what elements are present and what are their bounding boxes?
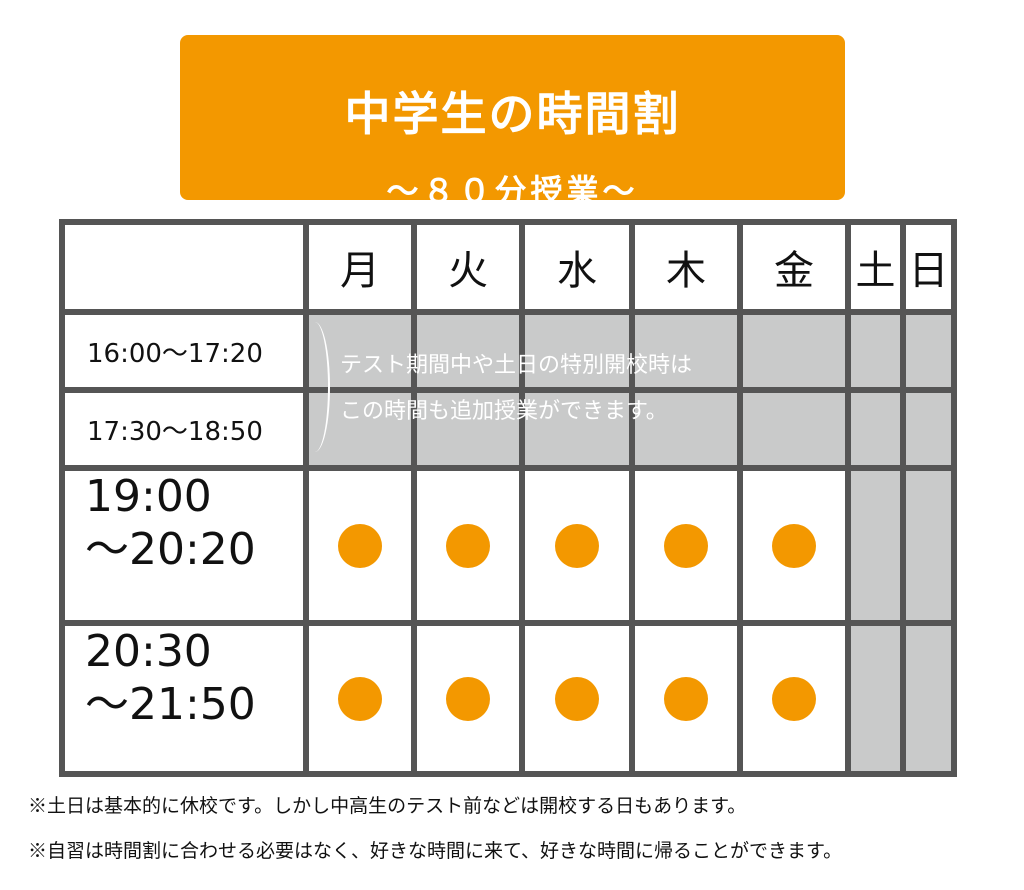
day-header: 土 — [851, 225, 900, 309]
class-cell — [417, 626, 519, 771]
class-cell — [309, 626, 411, 771]
footnote: ※土日は基本的に休校です。しかし中高生のテスト前などは開校する日もあります。 — [28, 795, 747, 817]
time-slot: 20:30 ～21:50 — [65, 626, 303, 771]
day-header: 火 — [417, 225, 519, 309]
closed-cell — [851, 471, 900, 620]
closed-cell — [525, 315, 629, 387]
class-dot-icon — [338, 523, 382, 568]
class-cell — [417, 471, 519, 620]
day-header: 金 — [743, 225, 845, 309]
class-dot-icon — [772, 523, 816, 568]
closed-cell — [635, 315, 737, 387]
day-header: 木 — [635, 225, 737, 309]
day-header: 水 — [525, 225, 629, 309]
page-subtitle: ～８０分授業～ — [386, 172, 639, 210]
time-start: 20:30 — [85, 626, 212, 677]
class-dot-icon — [338, 676, 382, 721]
class-cell — [525, 626, 629, 771]
extra-note-line2: この時間も追加授業ができます。 — [340, 399, 668, 424]
class-dot-icon — [446, 523, 490, 568]
day-header: 日 — [906, 225, 951, 309]
time-start: 19:00 — [85, 471, 212, 522]
time-end: ～21:50 — [85, 678, 256, 730]
class-cell — [309, 471, 411, 620]
title-banner: 中学生の時間割 ～８０分授業～ — [180, 35, 845, 207]
class-dot-icon — [446, 676, 490, 721]
closed-cell — [851, 315, 900, 387]
class-cell — [635, 471, 737, 620]
class-dot-icon — [555, 523, 599, 568]
class-cell — [525, 471, 629, 620]
day-header: 月 — [309, 225, 411, 309]
closed-cell — [417, 393, 519, 465]
class-dot-icon — [664, 523, 708, 568]
class-dot-icon — [664, 676, 708, 721]
class-dot-icon — [555, 676, 599, 721]
closed-cell — [417, 315, 519, 387]
time-slot: 16:00～17:20 — [65, 315, 303, 387]
closed-cell — [906, 315, 951, 387]
header-corner — [65, 225, 303, 309]
time-slot: 19:00 ～20:20 — [65, 471, 303, 620]
bracket-icon — [300, 322, 330, 452]
closed-cell — [743, 393, 845, 465]
closed-cell — [743, 315, 845, 387]
closed-cell — [851, 393, 900, 465]
class-cell — [743, 471, 845, 620]
page-title: 中学生の時間割 — [344, 87, 681, 141]
closed-cell — [851, 626, 900, 771]
timetable: 月 火 水 木 金 土 日 16:00～17:20 17:30～18:50 19… — [59, 219, 957, 777]
closed-cell — [525, 393, 629, 465]
extra-note-line1: テスト期間中や土日の特別開校時は — [340, 353, 693, 378]
closed-cell — [635, 393, 737, 465]
class-cell — [635, 626, 737, 771]
footnote: ※自習は時間割に合わせる必要はなく、好きな時間に来て、好きな時間に帰ることができ… — [28, 840, 843, 862]
time-slot: 17:30～18:50 — [65, 393, 303, 465]
closed-cell — [906, 393, 951, 465]
time-end: ～20:20 — [85, 523, 256, 575]
class-cell — [743, 626, 845, 771]
closed-cell — [906, 626, 951, 771]
closed-cell — [906, 471, 951, 620]
class-dot-icon — [772, 676, 816, 721]
